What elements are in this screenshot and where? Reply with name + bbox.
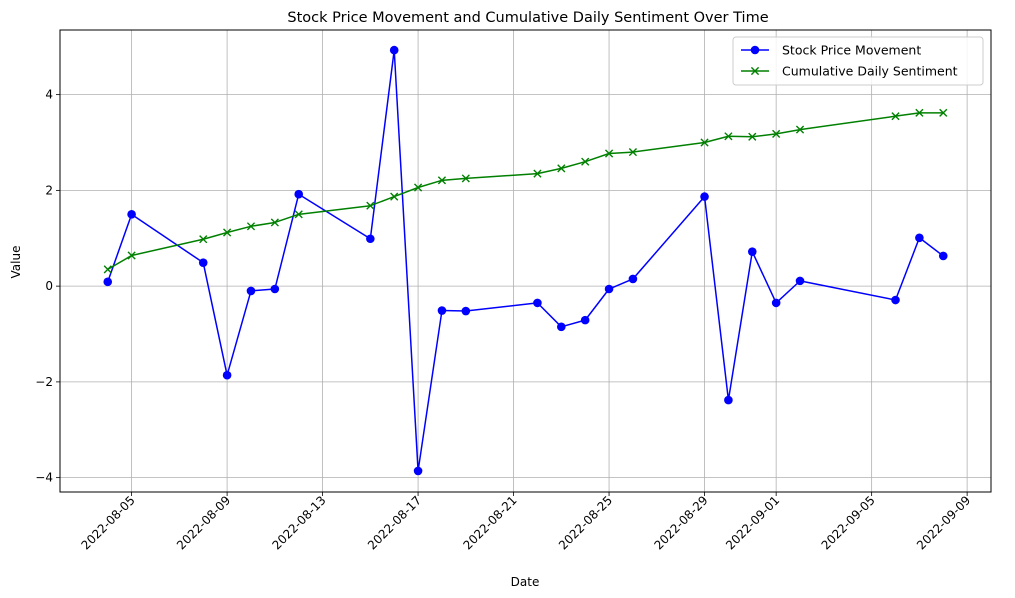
grid-lines <box>60 30 991 492</box>
legend-marker <box>750 66 760 76</box>
data-point <box>127 210 136 219</box>
legend-box <box>732 36 984 86</box>
x-tick-label: 2022-08-17 <box>365 493 424 552</box>
y-tick-label: 4 <box>45 88 53 102</box>
data-point <box>366 201 375 210</box>
series-cumulative-daily-sentiment <box>103 108 948 274</box>
data-point <box>199 235 208 244</box>
data-point <box>413 466 423 476</box>
data-point <box>390 192 399 201</box>
x-axis-label: Date <box>511 575 540 589</box>
data-point <box>580 315 590 325</box>
series-layer <box>103 45 948 476</box>
data-point <box>891 295 900 305</box>
data-point <box>294 210 303 219</box>
legend: Stock Price Movement Cumulative Daily Sen… <box>732 36 984 86</box>
data-point <box>939 108 948 117</box>
series-stock-price-movement <box>103 45 948 476</box>
data-point <box>581 157 590 166</box>
chart-title: Stock Price Movement and Cumulative Dail… <box>287 10 768 26</box>
data-point <box>891 112 900 121</box>
legend-label: Stock Price Movement <box>782 43 921 58</box>
x-tick-label: 2022-08-13 <box>269 493 328 552</box>
x-tick-label: 2022-08-25 <box>556 493 615 552</box>
data-point <box>366 234 375 244</box>
data-point <box>915 233 924 243</box>
data-point <box>604 149 614 158</box>
data-point <box>628 274 638 284</box>
data-point <box>413 183 423 192</box>
data-point <box>700 192 709 201</box>
data-point <box>533 298 542 308</box>
data-point <box>270 218 279 227</box>
data-point <box>222 370 232 380</box>
data-point <box>557 322 566 332</box>
data-point <box>724 395 733 405</box>
data-point <box>938 251 948 261</box>
data-point <box>771 298 781 308</box>
data-point <box>437 176 447 185</box>
data-point <box>795 125 805 134</box>
data-point <box>198 258 208 267</box>
data-point <box>604 284 614 294</box>
legend-marker <box>750 45 760 55</box>
x-tick-label: 2022-09-09 <box>914 493 973 552</box>
x-tick-label: 2022-09-01 <box>723 493 782 552</box>
data-point <box>748 132 757 141</box>
data-point <box>223 228 232 237</box>
plot-frame <box>59 29 992 493</box>
y-tick-label: 0 <box>45 279 53 293</box>
legend-label: Cumulative Daily Sentiment <box>782 64 958 79</box>
y-tick-label: 2 <box>45 183 53 197</box>
data-point <box>628 147 638 157</box>
data-point <box>533 169 542 178</box>
data-point <box>461 306 471 316</box>
x-tick-label: 2022-08-09 <box>174 493 233 552</box>
y-axis-ticks: −4 −2 0 2 4 <box>35 88 60 485</box>
x-tick-label: 2022-08-29 <box>651 493 710 552</box>
data-point <box>270 284 280 294</box>
data-point <box>747 247 757 256</box>
x-tick-label: 2022-09-05 <box>819 493 878 552</box>
y-tick-label: −4 <box>35 471 53 485</box>
data-point <box>127 251 136 260</box>
x-tick-label: 2022-08-05 <box>79 493 138 552</box>
x-tick-label: 2022-08-21 <box>460 493 519 552</box>
data-point <box>795 276 805 286</box>
data-point <box>915 108 924 117</box>
data-point <box>389 45 399 55</box>
y-axis-label: Value <box>9 246 23 279</box>
data-point <box>246 286 256 296</box>
data-point <box>294 189 304 199</box>
data-point <box>700 138 709 147</box>
y-tick-label: −2 <box>35 375 53 389</box>
data-point <box>772 129 781 138</box>
data-point <box>103 265 112 274</box>
data-point <box>557 164 566 173</box>
data-point <box>461 174 470 183</box>
plot-area <box>60 30 991 492</box>
x-axis-ticks: 2022-08-05 2022-08-09 2022-08-13 2022-08-17… <box>79 492 973 552</box>
data-point <box>724 132 733 141</box>
data-point <box>246 222 256 231</box>
data-point <box>103 277 113 287</box>
data-point <box>437 306 447 315</box>
